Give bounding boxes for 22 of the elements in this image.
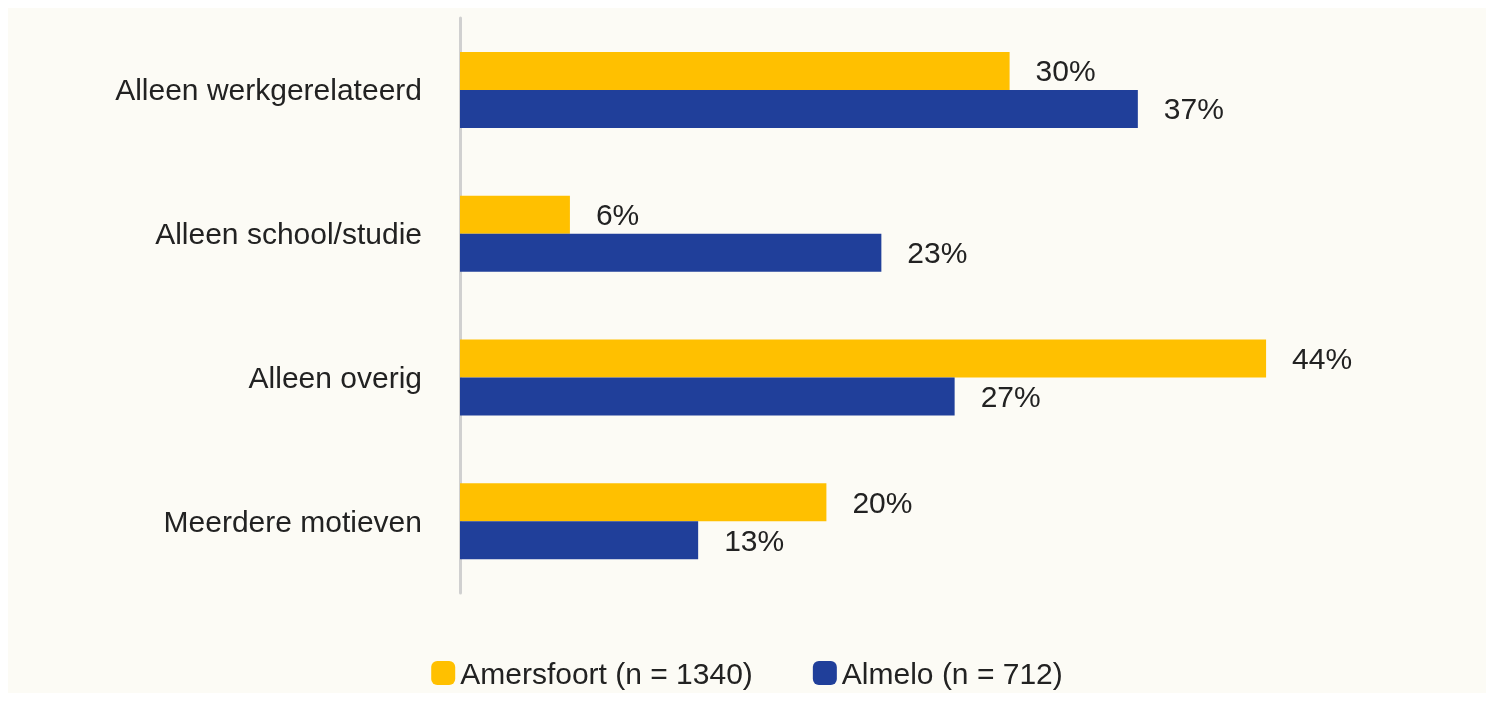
y-tick-label: Alleen school/studie — [155, 217, 422, 251]
data-label: 23% — [907, 236, 968, 270]
bar — [460, 521, 699, 560]
data-label: 13% — [724, 523, 785, 557]
bar — [460, 377, 955, 416]
data-label: 30% — [1035, 54, 1096, 88]
bar — [460, 483, 827, 522]
legend-label: Almelo (n = 712) — [841, 656, 1063, 690]
data-label: 27% — [980, 379, 1041, 413]
data-label: 37% — [1163, 92, 1224, 126]
bar — [460, 233, 882, 272]
data-label: 20% — [852, 485, 913, 519]
y-tick-label: Alleen werkgerelateerd — [115, 73, 422, 107]
legend-label: Amersfoort (n = 1340) — [460, 656, 753, 690]
bar — [460, 51, 1010, 90]
y-tick-label: Meerdere motieven — [163, 504, 422, 538]
bar — [460, 89, 1138, 128]
bar — [460, 195, 570, 234]
data-label: 44% — [1292, 341, 1353, 375]
bar — [460, 339, 1267, 378]
data-label: 6% — [595, 198, 640, 232]
y-tick-label: Alleen overig — [248, 360, 422, 394]
